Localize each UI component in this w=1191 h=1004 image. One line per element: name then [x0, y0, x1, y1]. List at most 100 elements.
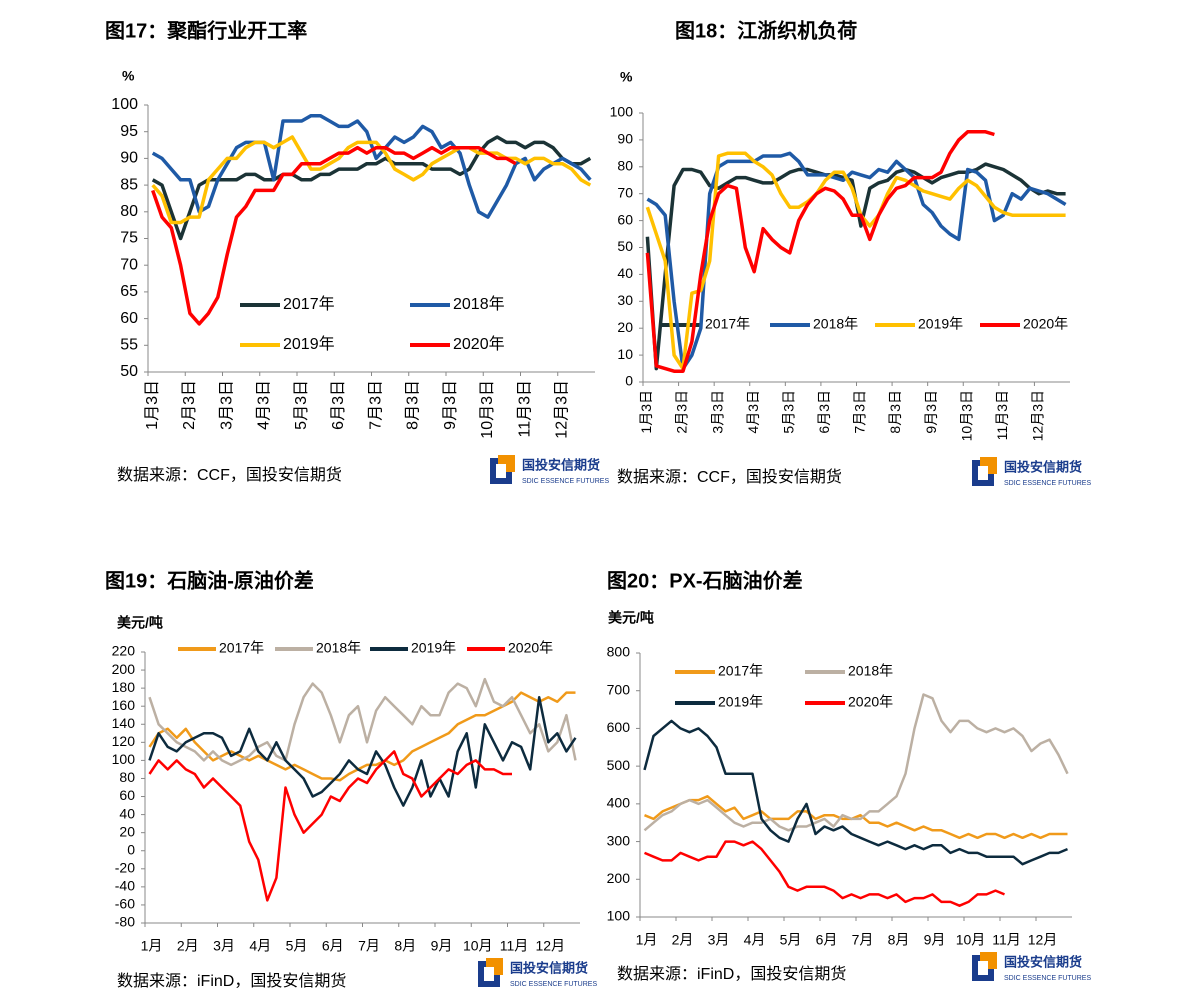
series-line — [148, 695, 577, 807]
x-tick-label: 5月3日 — [293, 380, 310, 430]
x-tick-label: 11月 — [500, 938, 529, 954]
y-tick-label: 500 — [607, 757, 631, 773]
y-tick-label: 800 — [607, 644, 631, 660]
y-axis-unit: 美元/吨 — [608, 610, 654, 626]
x-tick-label: 12月3日 — [554, 380, 571, 439]
source-note: 数据来源：CCF，国投安信期货 — [617, 468, 842, 486]
series-line — [645, 130, 995, 373]
y-tick-label: 60 — [120, 310, 138, 327]
y-tick-label: 85 — [120, 176, 138, 193]
x-tick-label: 10月 — [956, 932, 986, 948]
y-tick-label: 700 — [607, 681, 631, 697]
y-tick-label: -80 — [115, 914, 135, 930]
y-tick-label: 100 — [111, 96, 138, 113]
legend-label: 2018年 — [848, 663, 893, 679]
legend-label: 2018年 — [813, 316, 858, 332]
y-axis-unit: % — [620, 69, 633, 85]
x-tick-label: 3月 — [708, 932, 730, 948]
legend-label: 2020年 — [848, 694, 893, 710]
y-tick-label: 220 — [112, 643, 136, 659]
series-line — [151, 135, 592, 225]
x-tick-label: 10月3日 — [958, 390, 974, 441]
y-axis-unit: % — [122, 68, 135, 84]
legend-label: 2019年 — [718, 694, 763, 710]
x-tick-label: 8月 — [394, 938, 416, 954]
x-tick-label: 9月 — [924, 932, 946, 948]
x-tick-label: 5月3日 — [780, 390, 796, 434]
legend-label: 2019年 — [411, 640, 456, 656]
x-tick-label: 6月3日 — [330, 380, 347, 430]
x-tick-label: 4月 — [744, 932, 766, 948]
logo-icon-inner — [978, 961, 988, 975]
logo-text: 国投安信期货 — [1004, 459, 1082, 474]
x-tick-label: 8月3日 — [887, 390, 903, 434]
y-tick-label: -60 — [115, 896, 135, 912]
y-tick-label: 200 — [112, 661, 136, 677]
y-tick-label: -40 — [115, 878, 135, 894]
y-tick-label: 70 — [120, 256, 138, 273]
logo-subtext: SDIC ESSENCE FUTURES — [522, 478, 609, 485]
y-tick-label: 20 — [617, 319, 633, 335]
y-tick-label: 100 — [610, 104, 634, 120]
logo-text: 国投安信期货 — [522, 457, 600, 472]
series-line — [644, 795, 1068, 840]
y-tick-label: 60 — [119, 787, 135, 803]
legend-label: 2017年 — [718, 663, 763, 679]
logo-text: 国投安信期货 — [510, 960, 588, 975]
series-line — [151, 145, 517, 326]
series-line — [151, 135, 592, 241]
x-tick-label: 12月3日 — [1030, 390, 1046, 441]
x-tick-label: 9月 — [431, 938, 453, 954]
y-tick-label: 60 — [617, 211, 633, 227]
logo-icon-inner — [978, 466, 988, 480]
y-tick-label: 40 — [617, 265, 633, 281]
y-tick-label: 10 — [617, 346, 633, 362]
y-tick-label: 40 — [119, 805, 135, 821]
x-tick-label: 7月 — [358, 938, 380, 954]
x-tick-label: 9月3日 — [923, 390, 939, 434]
y-tick-label: 70 — [617, 184, 633, 200]
x-tick-label: 5月 — [286, 938, 308, 954]
y-tick-label: 120 — [112, 733, 136, 749]
series-line — [148, 691, 576, 782]
y-tick-label: 100 — [112, 751, 136, 767]
logo-subtext: SDIC ESSENCE FUTURES — [1004, 480, 1091, 487]
y-tick-label: 200 — [607, 870, 631, 886]
legend-label: 2020年 — [453, 335, 505, 353]
x-tick-label: 3月3日 — [218, 380, 235, 430]
y-tick-label: 180 — [112, 679, 136, 695]
series-line — [643, 693, 1069, 832]
x-tick-label: 1月 — [141, 938, 163, 954]
y-tick-label: 80 — [119, 769, 135, 785]
x-tick-label: 11月 — [992, 932, 1021, 948]
source-note: 数据来源：iFinD，国投安信期货 — [117, 972, 346, 990]
legend-label: 2017年 — [705, 316, 750, 332]
chart-title: 图17：聚酯行业开工率 — [105, 18, 307, 42]
y-tick-label: 20 — [119, 823, 135, 839]
legend-label: 2020年 — [508, 640, 553, 656]
legend-label: 2020年 — [1023, 316, 1068, 332]
x-tick-label: 11月3日 — [516, 380, 533, 438]
x-tick-label: 7月3日 — [852, 390, 868, 434]
x-tick-label: 2月 — [177, 938, 199, 954]
x-tick-label: 7月3日 — [367, 380, 384, 430]
y-tick-label: 90 — [120, 150, 138, 167]
y-tick-label: 0 — [625, 373, 633, 389]
x-tick-label: 8月3日 — [405, 380, 422, 430]
series-line — [643, 719, 1068, 866]
y-tick-label: 140 — [112, 715, 136, 731]
series-line — [148, 750, 512, 902]
chart-title: 图18：江浙织机负荷 — [675, 18, 857, 42]
y-tick-label: 80 — [617, 158, 633, 174]
x-tick-label: 2月3日 — [674, 390, 690, 434]
y-tick-label: 160 — [112, 697, 136, 713]
y-tick-label: 30 — [617, 292, 633, 308]
logo-icon-inner — [484, 967, 494, 981]
y-tick-label: 80 — [120, 203, 138, 220]
x-tick-label: 4月 — [249, 938, 271, 954]
y-tick-label: 50 — [617, 238, 633, 254]
chart-title: 图20：PX-石脑油价差 — [607, 568, 803, 592]
x-tick-label: 7月 — [852, 932, 874, 948]
x-tick-label: 6月 — [322, 938, 344, 954]
y-tick-label: 50 — [120, 363, 138, 380]
